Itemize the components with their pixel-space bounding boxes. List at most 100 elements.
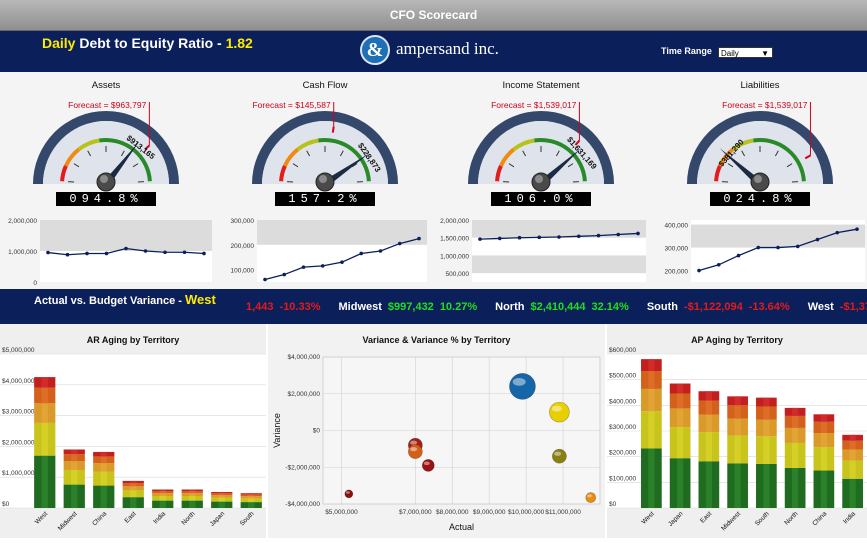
bar-highlight [763, 464, 769, 508]
bar-highlight [850, 460, 856, 478]
bar-highlight [189, 501, 195, 508]
bar-highlight [706, 432, 712, 461]
bar-highlight [763, 398, 769, 407]
data-point [163, 250, 167, 254]
bar-highlight [101, 452, 107, 456]
bar-highlight [42, 388, 48, 404]
window-title: CFO Scorecard [0, 0, 867, 31]
bar-highlight [71, 461, 77, 470]
bar-highlight [792, 408, 798, 416]
data-point [144, 249, 148, 253]
data-point [379, 249, 383, 253]
x-tick-label: $8,000,000 [436, 509, 469, 516]
forecast-tick [333, 127, 334, 133]
income-statement-percent-readout: 106.0% [491, 192, 591, 206]
bar-highlight [706, 415, 712, 433]
bar-highlight [248, 493, 254, 494]
bar-highlight [850, 449, 856, 460]
data-point [282, 273, 286, 277]
bar-highlight [219, 493, 225, 495]
ticker-region: Midwest [339, 301, 382, 313]
bar-highlight [71, 454, 77, 461]
bar-highlight [219, 495, 225, 497]
gauge-hub-highlight [754, 175, 762, 183]
bar-highlight [648, 389, 654, 411]
ticker-percent: 10.27% [440, 301, 477, 313]
bar-highlight [792, 443, 798, 468]
bar-highlight [850, 435, 856, 441]
ticker-amount: -$1,372,886 [840, 301, 867, 313]
bubble-highlight [410, 441, 417, 445]
bar-highlight [248, 494, 254, 496]
y-tick-label: 1,000,000 [8, 249, 37, 256]
ar-aging-panel: AR Aging by Territory $0$1,000,000$2,000… [0, 324, 266, 538]
ticker-region: West [808, 301, 834, 313]
y-tick-label: 500,000 [446, 271, 470, 278]
bar-highlight [677, 384, 683, 394]
bubble-highlight [587, 494, 592, 497]
bar-highlight [677, 393, 683, 408]
bar-highlight [71, 485, 77, 508]
ticker-amount: 1,443 [246, 301, 274, 313]
y-tick-label: 0 [33, 280, 37, 286]
bar-highlight [42, 403, 48, 423]
bar-highlight [763, 420, 769, 437]
y-tick-label: $500,000 [609, 373, 636, 380]
bar-highlight [821, 414, 827, 421]
data-point [697, 269, 701, 273]
x-tick-label: $11,000,000 [545, 509, 581, 516]
data-point [321, 264, 325, 268]
bubble-highlight [346, 491, 350, 493]
bar-highlight [648, 359, 654, 371]
variance-ticker: Actual vs. Budget Variance - West 1,443-… [0, 289, 867, 324]
x-tick-label: East [124, 510, 138, 524]
data-point [597, 234, 601, 238]
grid-band [472, 255, 646, 273]
bar-highlight [189, 491, 195, 493]
data-point [46, 251, 50, 255]
cash-flow-percent-readout: 157.2% [275, 192, 375, 206]
bar-highlight [792, 428, 798, 443]
cash-flow-gauge-title: Cash Flow [250, 80, 400, 91]
time-range-select[interactable]: Daily ▼ [718, 47, 773, 58]
y-tick-label: $2,000,000 [287, 391, 320, 398]
grid-band [257, 220, 427, 245]
bubble-highlight [552, 406, 562, 412]
bubble-highlight [410, 447, 417, 451]
ticker-percent: -10.33% [280, 301, 321, 313]
dropdown-arrow-icon[interactable]: ▼ [761, 48, 769, 59]
y-tick-label: $600,000 [609, 347, 636, 354]
data-bubble [345, 490, 353, 498]
liabilities-percent-readout: 024.8% [710, 192, 810, 206]
bar-highlight [160, 491, 166, 493]
forecast-label: Forecast = $963,797 [68, 100, 146, 110]
y-tick-label: $200,000 [609, 450, 636, 457]
data-point [417, 237, 421, 241]
bar-highlight [71, 470, 77, 485]
data-bubble [586, 493, 596, 503]
bubble-highlight [513, 378, 526, 386]
ar-aging-title: AR Aging by Territory [0, 335, 266, 345]
y-tick-label: 200,000 [665, 269, 689, 276]
liabilities-gauge-title: Liabilities [685, 80, 835, 91]
ar-aging-chart: $0$1,000,000$2,000,000$3,000,000$4,000,0… [0, 324, 266, 538]
ap-aging-chart: $0$100,000$200,000$300,000$400,000$500,0… [607, 324, 867, 538]
x-tick-label: $10,000,000 [508, 509, 545, 516]
y-tick-label: 1,500,000 [440, 236, 469, 243]
x-tick-label: North [180, 510, 196, 526]
data-point [835, 231, 839, 235]
ap-aging-title: AP Aging by Territory [607, 335, 867, 345]
y-tick-label: 300,000 [231, 218, 255, 225]
bar-highlight [763, 406, 769, 419]
x-tick-label: West [34, 510, 49, 525]
y-tick-label: $3,000,000 [2, 409, 35, 416]
y-tick-label: $0 [609, 501, 617, 508]
data-point [518, 236, 522, 240]
bubble-highlight [424, 462, 430, 466]
y-tick-label: $100,000 [609, 475, 636, 482]
bar-highlight [821, 422, 827, 433]
ticker-percent: -13.64% [749, 301, 790, 313]
bar-highlight [130, 483, 136, 486]
bar-highlight [677, 458, 683, 508]
